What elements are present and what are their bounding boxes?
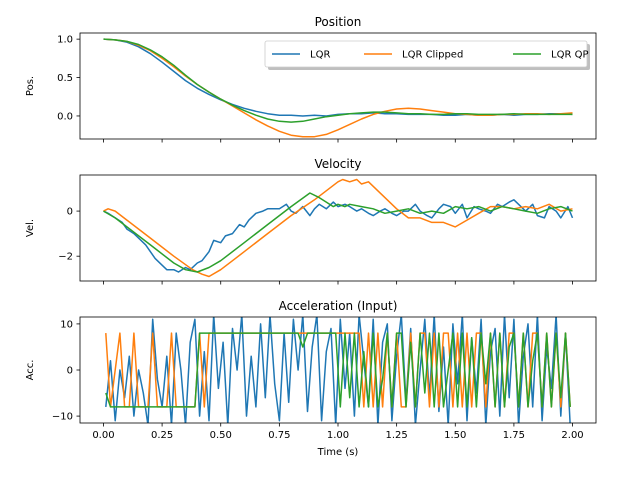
acceleration-x-tick-label: 1.50 — [444, 430, 466, 441]
acceleration-x-tick-label: 2.00 — [561, 430, 583, 441]
legend-label-lqr: LQR — [310, 50, 330, 61]
velocity-panel: Velocity Vel. −2 0 — [25, 157, 597, 285]
acceleration-x-tick-label: 0.25 — [151, 430, 173, 441]
acceleration-x-tick-label: 1.00 — [327, 430, 349, 441]
acceleration-series — [105, 317, 571, 423]
position-y-tick-label: 1.0 — [57, 35, 73, 46]
acceleration-x-tick-label: 0.00 — [92, 430, 114, 441]
position-axes-frame — [79, 32, 597, 140]
legend-label-lqr-qp: LQR QP — [551, 50, 588, 61]
velocity-y-tick-label: −2 — [58, 252, 73, 263]
acceleration-axes-frame — [79, 316, 597, 424]
position-series — [103, 38, 573, 138]
position-ticks: 0.0 0.5 1.0 — [57, 35, 573, 143]
position-y-tick-label: 0.0 — [57, 111, 73, 122]
velocity-y-tick-label: 0 — [67, 207, 73, 218]
position-series-lqr-qp — [103, 38, 573, 123]
velocity-ticks: −2 0 — [58, 207, 573, 285]
position-panel: Position Pos. 0.0 0.5 1.0 LQR LQR Clipped … — [25, 15, 597, 143]
acceleration-x-tick-label: 0.50 — [210, 430, 232, 441]
velocity-series-lqr-qp — [103, 192, 573, 273]
acceleration-y-tick-label: 10 — [60, 319, 73, 330]
velocity-y-axis-label: Vel. — [25, 219, 36, 237]
acceleration-title: Acceleration (Input) — [279, 299, 398, 313]
acceleration-x-tick-label: 1.25 — [386, 430, 408, 441]
acceleration-x-tick-label: 1.75 — [503, 430, 525, 441]
acceleration-x-tick-label: 0.75 — [268, 430, 290, 441]
velocity-axes-frame — [79, 174, 597, 282]
acceleration-y-tick-label: −10 — [52, 412, 73, 423]
acceleration-ticks: 0.00 0.25 0.50 0.75 1.00 1.25 1.50 1.75 2.00 −10 0… — [52, 319, 584, 441]
acceleration-series-lqr-qp — [105, 332, 571, 408]
legend-label-lqr-clipped: LQR Clipped — [402, 50, 463, 61]
position-legend: LQR LQR Clipped LQR QP — [264, 40, 590, 70]
position-y-axis-label: Pos. — [25, 76, 36, 96]
acceleration-panel: Acceleration (Input) Acc. Time (s) 0.00 0… — [25, 299, 597, 458]
position-y-tick-label: 0.5 — [57, 73, 73, 84]
velocity-title: Velocity — [314, 157, 361, 171]
acceleration-y-axis-label: Acc. — [25, 360, 36, 381]
velocity-series — [103, 178, 574, 278]
position-title: Position — [315, 15, 362, 29]
legend-box — [264, 40, 588, 68]
acceleration-y-tick-label: 0 — [67, 366, 73, 377]
time-x-axis-label: Time (s) — [317, 447, 359, 458]
